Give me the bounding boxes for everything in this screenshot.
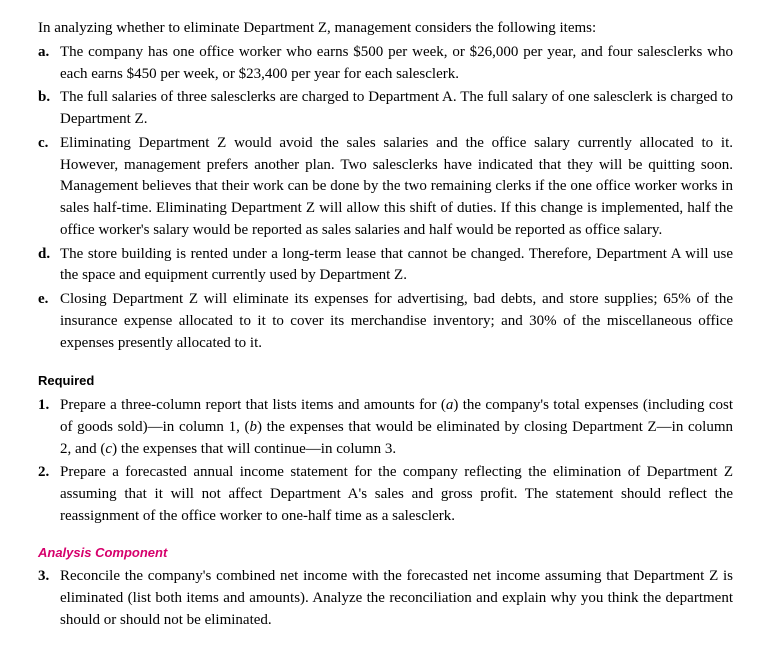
item-a: a. The company has one office worker who…	[38, 42, 733, 86]
item-content: Prepare a forecasted annual income state…	[60, 462, 733, 527]
required-item-2: 2. Prepare a forecasted annual income st…	[38, 462, 733, 527]
item-b: b. The full salaries of three salesclerk…	[38, 87, 733, 131]
item-content: The company has one office worker who ea…	[60, 42, 733, 86]
item-content: Prepare a three-column report that lists…	[60, 395, 733, 460]
item-d: d. The store building is rented under a …	[38, 244, 733, 288]
item-marker: c.	[38, 133, 60, 242]
item-marker: d.	[38, 244, 60, 288]
item-content: Reconcile the company's combined net inc…	[60, 566, 733, 631]
item-marker: 1.	[38, 395, 60, 460]
item-content: Eliminating Department Z would avoid the…	[60, 133, 733, 242]
item-content: The store building is rented under a lon…	[60, 244, 733, 288]
item-marker: a.	[38, 42, 60, 86]
required-heading: Required	[38, 372, 733, 391]
item-content: Closing Department Z will eliminate its …	[60, 289, 733, 354]
item-marker: b.	[38, 87, 60, 131]
analysis-item-3: 3. Reconcile the company's combined net …	[38, 566, 733, 631]
intro-text: In analyzing whether to eliminate Depart…	[38, 18, 733, 40]
analysis-heading: Analysis Component	[38, 544, 733, 563]
required-item-1: 1. Prepare a three-column report that li…	[38, 395, 733, 460]
item-content: The full salaries of three salesclerks a…	[60, 87, 733, 131]
item-e: e. Closing Department Z will eliminate i…	[38, 289, 733, 354]
item-marker: e.	[38, 289, 60, 354]
item-c: c. Eliminating Department Z would avoid …	[38, 133, 733, 242]
item-marker: 2.	[38, 462, 60, 527]
item-marker: 3.	[38, 566, 60, 631]
